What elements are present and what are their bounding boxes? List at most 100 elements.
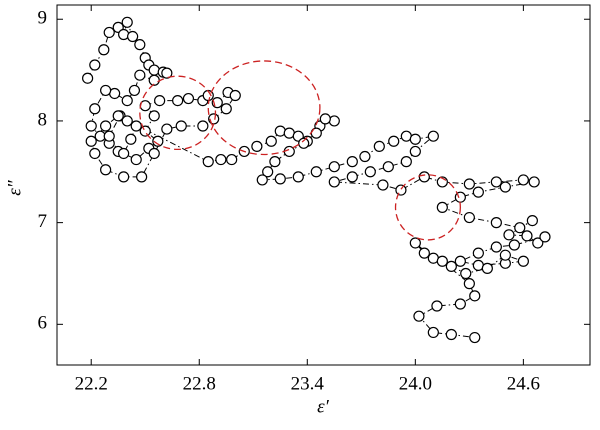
data-point (514, 222, 526, 234)
data-point (463, 178, 475, 190)
highlight-circle (207, 60, 321, 156)
data-point (148, 74, 160, 86)
data-point (89, 103, 101, 115)
data-point (359, 150, 371, 163)
data-point (508, 239, 520, 251)
data-point (364, 166, 376, 178)
data-point (490, 176, 502, 188)
data-point (418, 247, 430, 259)
data-point (182, 92, 195, 105)
data-point (256, 174, 268, 186)
data-point (427, 130, 439, 142)
data-point (517, 174, 529, 186)
data-point (481, 262, 493, 274)
data-point (298, 137, 310, 149)
data-point (328, 161, 340, 173)
data-point (503, 229, 515, 241)
data-point (103, 26, 115, 39)
data-point (269, 156, 281, 168)
data-point (409, 237, 421, 249)
x-tick-label: 24.0 (399, 373, 432, 394)
data-point (89, 59, 101, 71)
data-point (175, 120, 187, 132)
y-axis-label: ε″ (4, 179, 25, 195)
data-point (274, 125, 286, 137)
data-point (161, 67, 173, 79)
data-point (172, 94, 184, 107)
data-point (395, 184, 407, 196)
highlight-circle (394, 174, 462, 241)
x-tick-label: 23.4 (291, 373, 325, 394)
data-point (539, 231, 551, 243)
data-point (328, 115, 340, 127)
data-point (454, 298, 466, 310)
data-point (85, 120, 97, 132)
data-point (499, 249, 511, 261)
data-point (128, 84, 141, 97)
data-point (130, 153, 142, 166)
data-point (490, 241, 502, 253)
data-point (148, 64, 160, 76)
data-point (100, 120, 112, 132)
data-point (251, 140, 263, 152)
data-point (202, 156, 214, 168)
x-tick-label: 22.2 (75, 373, 108, 394)
data-point (112, 110, 124, 122)
data-point (100, 164, 112, 176)
data-point (125, 133, 137, 145)
data-point (528, 176, 540, 188)
data-point (409, 145, 421, 158)
data-point (134, 39, 146, 51)
data-point (469, 290, 481, 302)
data-point (148, 110, 160, 122)
x-tick-label: 24.6 (507, 373, 540, 394)
data-point (382, 161, 394, 173)
data-point (100, 84, 112, 97)
data-point (463, 278, 475, 290)
data-point (499, 181, 511, 193)
data-point (154, 94, 166, 107)
y-tick-label: 9 (38, 8, 48, 29)
data-point (148, 147, 160, 160)
data-point (220, 103, 232, 115)
data-point (89, 147, 101, 160)
data-point (346, 156, 358, 168)
data-point (136, 171, 148, 183)
data-point (532, 237, 544, 249)
data-point (161, 123, 173, 135)
data-point (436, 201, 448, 213)
data-point (400, 156, 412, 168)
data-point (409, 133, 421, 145)
data-point (121, 115, 133, 127)
data-point (490, 217, 502, 229)
data-point (152, 135, 164, 147)
data-point (134, 69, 146, 81)
data-point (229, 89, 241, 102)
data-point (472, 247, 484, 259)
data-point (292, 171, 304, 183)
data-point (215, 153, 227, 166)
data-point (346, 171, 358, 183)
data-point (121, 94, 133, 107)
data-point (118, 147, 130, 160)
data-point (431, 300, 443, 312)
data-point (413, 310, 425, 322)
data-point (517, 255, 529, 267)
data-point (436, 255, 448, 267)
data-point (118, 28, 130, 41)
data-point (127, 30, 139, 43)
data-point (521, 230, 533, 242)
data-point (262, 166, 274, 178)
data-point (328, 176, 340, 188)
data-point (460, 267, 472, 280)
data-point (274, 173, 286, 185)
data-point (472, 186, 484, 198)
data-point (373, 140, 385, 152)
data-point (418, 171, 430, 183)
data-point (454, 255, 466, 267)
y-tick-label: 8 (38, 109, 48, 130)
data-point (469, 331, 481, 344)
data-point (85, 135, 97, 147)
y-tick-label: 7 (38, 211, 48, 232)
data-point (121, 16, 133, 28)
